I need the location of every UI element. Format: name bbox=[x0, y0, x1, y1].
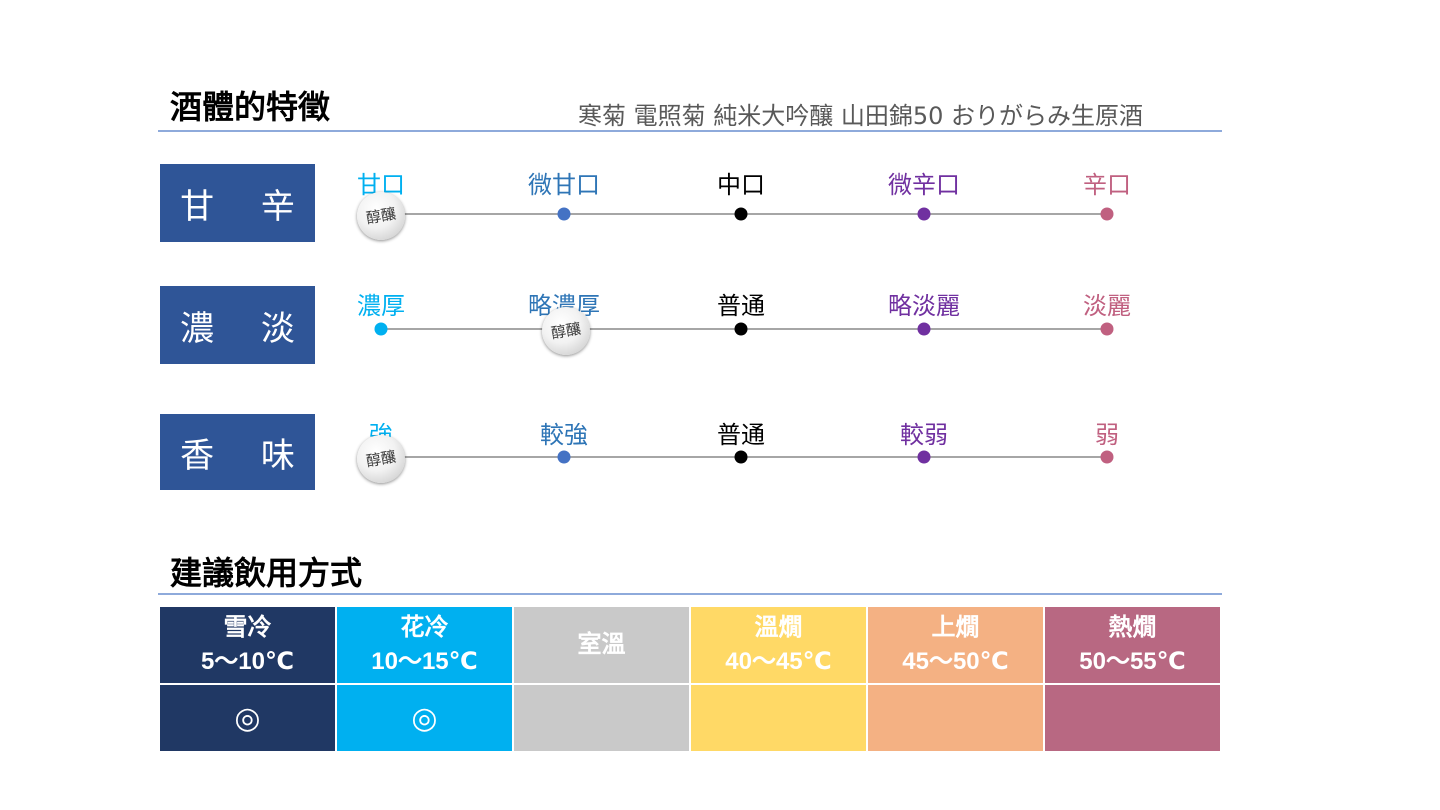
temperature-name: 室溫 bbox=[577, 631, 626, 658]
temperature-range: 10～15℃ bbox=[371, 648, 478, 675]
position-marker-icon: 醇釀 bbox=[357, 435, 405, 483]
serving-title: 建議飲用方式 bbox=[170, 554, 363, 592]
marker-text: 醇釀 bbox=[549, 319, 583, 343]
temperature-name: 熱燗 bbox=[1108, 614, 1157, 641]
tick-label: 微甘口 bbox=[528, 171, 600, 199]
recommendation-mark: ◎ bbox=[158, 683, 337, 753]
temperature-cell: 熱燗 50～55℃ bbox=[1043, 605, 1222, 685]
scale-dot bbox=[557, 207, 571, 221]
recommendation-mark: ◎ bbox=[335, 683, 514, 753]
recommendation-mark bbox=[866, 683, 1045, 753]
marker-text: 醇釀 bbox=[364, 447, 398, 471]
temperature-cell: 上燗 45～50℃ bbox=[866, 605, 1045, 685]
temperature-cell: 溫燗 40～45℃ bbox=[689, 605, 868, 685]
row-label-rich-light: 濃 淡 bbox=[160, 286, 315, 364]
scale-dot bbox=[1100, 322, 1114, 336]
temperature-name: 花冷 bbox=[400, 614, 449, 641]
recommendation-mark bbox=[689, 683, 868, 753]
scale-dot bbox=[917, 207, 931, 221]
tick-label: 較強 bbox=[540, 421, 588, 449]
recommendation-mark bbox=[512, 683, 691, 753]
scale-dot bbox=[1100, 450, 1114, 464]
recommendation-row: ◎ ◎ bbox=[158, 683, 1222, 753]
scale-dot bbox=[917, 322, 931, 336]
tick-label: 較弱 bbox=[900, 421, 948, 449]
temperature-cell: 雪冷 5～10℃ bbox=[158, 605, 337, 685]
tick-label: 濃厚 bbox=[357, 292, 405, 320]
tick-label: 辛口 bbox=[1083, 171, 1131, 199]
profile-divider bbox=[158, 130, 1222, 132]
row-label-aroma: 香 味 bbox=[160, 414, 315, 490]
product-name: 寒菊 電照菊 純米大吟釀 山田錦50 おりがらみ生原酒 bbox=[578, 102, 1144, 130]
scale-dot bbox=[374, 322, 388, 336]
position-marker-icon: 醇釀 bbox=[542, 307, 590, 355]
temperature-cell: 花冷 10～15℃ bbox=[335, 605, 514, 685]
marker-text: 醇釀 bbox=[364, 204, 398, 228]
serving-temperature-table: 雪冷 5～10℃ 花冷 10～15℃ 室溫 溫燗 40～45℃ 上燗 45～50℃ 熱燗… bbox=[158, 605, 1222, 753]
tick-label: 淡麗 bbox=[1083, 292, 1131, 320]
scale-dot bbox=[1100, 207, 1114, 221]
temperature-name: 雪冷 bbox=[223, 614, 272, 641]
row-label-sweet-dry: 甘 辛 bbox=[160, 164, 315, 242]
tick-label: 中口 bbox=[717, 171, 765, 199]
serving-divider bbox=[158, 593, 1222, 595]
temperature-range: 5～10℃ bbox=[200, 648, 295, 675]
position-marker-icon: 醇釀 bbox=[357, 192, 405, 240]
tick-label: 略淡麗 bbox=[888, 292, 960, 320]
temperature-range: 50～55℃ bbox=[1079, 648, 1186, 675]
tick-label: 普通 bbox=[717, 421, 765, 449]
temperature-header-row: 雪冷 5～10℃ 花冷 10～15℃ 室溫 溫燗 40～45℃ 上燗 45～50℃ 熱燗… bbox=[158, 605, 1222, 685]
temperature-cell: 室溫 bbox=[512, 605, 691, 685]
scale-dot bbox=[557, 450, 571, 464]
temperature-name: 溫燗 bbox=[754, 614, 803, 641]
tick-label: 弱 bbox=[1095, 421, 1119, 449]
profile-title: 酒體的特徵 bbox=[170, 88, 331, 126]
scale-dot bbox=[734, 322, 748, 336]
temperature-range: 45～50℃ bbox=[902, 648, 1009, 675]
scale-dot bbox=[734, 450, 748, 464]
scale-dot bbox=[734, 207, 748, 221]
temperature-name: 上燗 bbox=[931, 614, 980, 641]
recommendation-mark bbox=[1043, 683, 1222, 753]
tick-label: 微辛口 bbox=[888, 171, 960, 199]
tick-label: 普通 bbox=[717, 292, 765, 320]
temperature-range: 40～45℃ bbox=[725, 648, 832, 675]
scale-dot bbox=[917, 450, 931, 464]
